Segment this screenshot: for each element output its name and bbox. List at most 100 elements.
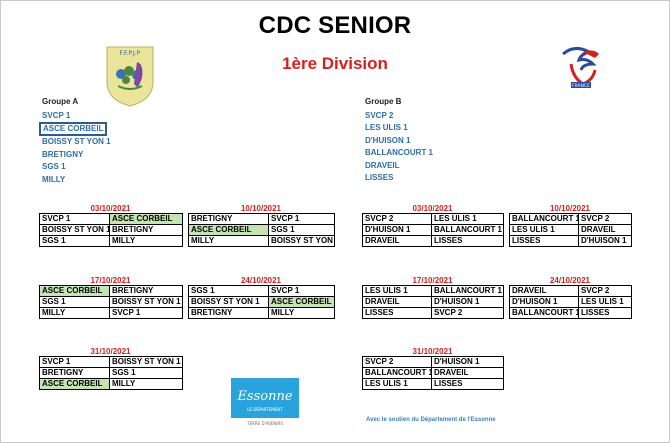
fixture-row: DRAVEIL D'HUISON 1 — [362, 296, 504, 308]
away-team-cell: SVCP 1 — [268, 213, 335, 225]
ffpjp-logo: F.F.P.J.P — [106, 46, 154, 107]
fixture-row: LISSES SVCP 2 — [362, 307, 504, 319]
home-team-cell: BOISSY ST YON 1 — [39, 224, 110, 236]
fixture-row: LISSES D'HUISON 1 — [509, 235, 632, 247]
fixture-row: SGS 1 BOISSY ST YON 1 — [39, 296, 183, 308]
fixture-row: DRAVEIL LISSES — [362, 235, 504, 247]
group-a-team: SGS 1 — [42, 162, 66, 172]
home-team-cell: LES ULIS 1 — [362, 285, 432, 297]
away-team-cell: DRAVEIL — [578, 224, 632, 236]
away-team-cell: BOISSY ST YON 1 — [109, 296, 183, 308]
group-b-title: Groupe B — [365, 97, 402, 106]
essonne-logo-text: Essonne — [236, 389, 292, 404]
fixture-row: BOISSY ST YON 1 ASCE CORBEIL — [188, 296, 335, 308]
group-a-team: MILLY — [42, 174, 66, 184]
home-team-cell: D'HUISON 1 — [509, 296, 579, 308]
group-b-team: SVCP 2 — [365, 111, 394, 120]
ffpjp-logo-text: F.F.P.J.P — [120, 50, 141, 57]
fixture-row: BALLANCOURT 1 SVCP 2 — [509, 213, 632, 225]
match-date: 31/10/2021 — [90, 347, 131, 356]
group-a-team: SVCP 1 — [42, 111, 71, 120]
fixture-row: BOISSY ST YON 1 BRETIGNY — [39, 224, 183, 236]
away-team-cell: SVCP 1 — [268, 285, 335, 297]
fixture-table-a2: BRETIGNY SVCP 1 ASCE CORBEIL SGS 1 MILLY BOIS… — [188, 213, 335, 247]
home-team-cell: ASCE CORBEIL — [39, 285, 110, 297]
home-team-cell: LES ULIS 1 — [362, 378, 432, 390]
home-team-cell: BRETIGNY — [188, 213, 269, 225]
away-team-cell: MILLY — [109, 378, 183, 390]
fixture-row: MILLY SVCP 1 — [39, 307, 183, 319]
away-team-cell: SGS 1 — [109, 367, 183, 379]
fixture-row: ASCE CORBEIL BRETIGNY — [39, 285, 183, 297]
fixture-row: BALLANCOURT 1 DRAVEIL — [362, 367, 504, 379]
away-team-cell: BRETIGNY — [109, 285, 183, 297]
essonne-logo-tagline: TERRE D'AVENIRS — [246, 421, 283, 426]
away-team-cell: ASCE CORBEIL — [109, 213, 183, 225]
away-team-cell: SVCP 2 — [578, 285, 632, 297]
fixture-row: SGS 1 MILLY — [39, 235, 183, 247]
home-team-cell: LES ULIS 1 — [509, 224, 579, 236]
home-team-cell: BRETIGNY — [188, 307, 269, 319]
fixture-row: SVCP 1 BOISSY ST YON 1 — [39, 356, 183, 368]
fixture-row: ASCE CORBEIL MILLY — [39, 378, 183, 390]
match-date: 03/10/2021 — [412, 204, 453, 213]
match-date: 24/10/2021 — [240, 276, 282, 285]
fixture-table-a1: SVCP 1 ASCE CORBEIL BOISSY ST YON 1 BRETIGN… — [39, 213, 183, 247]
group-b-team: DRAVEIL — [365, 160, 400, 170]
fixture-table-b3: LES ULIS 1 BALLANCOURT 1 DRAVEIL D'HUISON 1… — [362, 285, 504, 319]
fixture-row: SVCP 2 LES ULIS 1 — [362, 213, 504, 225]
home-team-cell: BALLANCOURT 1 — [509, 307, 579, 319]
fixture-row: BALLANCOURT 1 LISSES — [509, 307, 632, 319]
home-team-cell: BALLANCOURT 1 — [362, 367, 432, 379]
away-team-cell: MILLY — [109, 235, 183, 247]
fixture-row: SVCP 2 D'HUISON 1 — [362, 356, 504, 368]
fixture-row: DRAVEIL SVCP 2 — [509, 285, 632, 297]
group-b-team: D'HUISON 1 — [365, 135, 411, 145]
fixture-row: D'HUISON 1 LES ULIS 1 — [509, 296, 632, 308]
match-date: 24/10/2021 — [549, 276, 591, 285]
home-team-cell: BRETIGNY — [39, 367, 110, 379]
home-team-cell: SGS 1 — [188, 285, 269, 297]
away-team-cell: LISSES — [431, 378, 504, 390]
fixture-table-b4: DRAVEIL SVCP 2 D'HUISON 1 LES ULIS 1 BALLANC… — [509, 285, 632, 319]
page-title: CDC SENIOR — [258, 12, 412, 39]
group-b: Groupe B SVCP 2 LES ULIS 1 D'HUISON 1 BA… — [365, 97, 433, 184]
fixture-row: LES ULIS 1 DRAVEIL — [509, 224, 632, 236]
group-b-team: LISSES — [365, 172, 394, 182]
france-logo-text: FRANCE — [572, 83, 590, 89]
home-team-cell: SVCP 2 — [362, 356, 432, 368]
home-team-cell: SGS 1 — [39, 296, 110, 308]
france-petanque-logo: FRANCE — [562, 47, 599, 89]
fixture-row: LES ULIS 1 BALLANCOURT 1 — [362, 285, 504, 297]
match-date: 17/10/2021 — [90, 276, 131, 285]
match-date: 10/10/2021 — [549, 204, 591, 213]
away-team-cell: BOISSY ST YON 1 — [268, 235, 335, 247]
fixture-row: LES ULIS 1 LISSES — [362, 378, 504, 390]
fixture-table-a5: SVCP 1 BOISSY ST YON 1 BRETIGNY SGS 1 ASCE C… — [39, 356, 183, 390]
group-a-team-highlighted: ASCE CORBEIL — [39, 122, 108, 137]
away-team-cell: BOISSY ST YON 1 — [109, 356, 183, 368]
away-team-cell: D'HUISON 1 — [431, 356, 504, 368]
home-team-cell: BALLANCOURT 1 — [509, 213, 579, 225]
home-team-cell: SVCP 2 — [362, 213, 432, 225]
home-team-cell: DRAVEIL — [362, 296, 432, 308]
home-team-cell: MILLY — [188, 235, 269, 247]
away-team-cell: SGS 1 — [268, 224, 335, 236]
home-team-cell: SGS 1 — [39, 235, 110, 247]
away-team-cell: D'HUISON 1 — [431, 296, 504, 308]
home-team-cell: MILLY — [39, 307, 110, 319]
fixture-row: SGS 1 SVCP 1 — [188, 285, 335, 297]
fixture-row: BRETIGNY MILLY — [188, 307, 335, 319]
fixture-row: ASCE CORBEIL SGS 1 — [188, 224, 335, 236]
group-a-team: BRETIGNY — [42, 149, 84, 159]
division-subtitle: 1ère Division — [282, 54, 388, 73]
home-team-cell: DRAVEIL — [509, 285, 579, 297]
match-date: 31/10/2021 — [412, 347, 453, 356]
away-team-cell: SVCP 2 — [578, 213, 632, 225]
essonne-logo-sub: LE DÉPARTEMENT — [247, 407, 283, 412]
group-a-team: BOISSY ST YON 1 — [42, 137, 111, 147]
away-team-cell: DRAVEIL — [431, 367, 504, 379]
fixture-table-a4: SGS 1 SVCP 1 BOISSY ST YON 1 ASCE CORBEIL BR… — [188, 285, 335, 319]
group-a: Groupe A SVCP 1 ASCE CORBEIL BOISSY ST Y… — [39, 97, 111, 186]
match-date: 03/10/2021 — [90, 204, 131, 213]
